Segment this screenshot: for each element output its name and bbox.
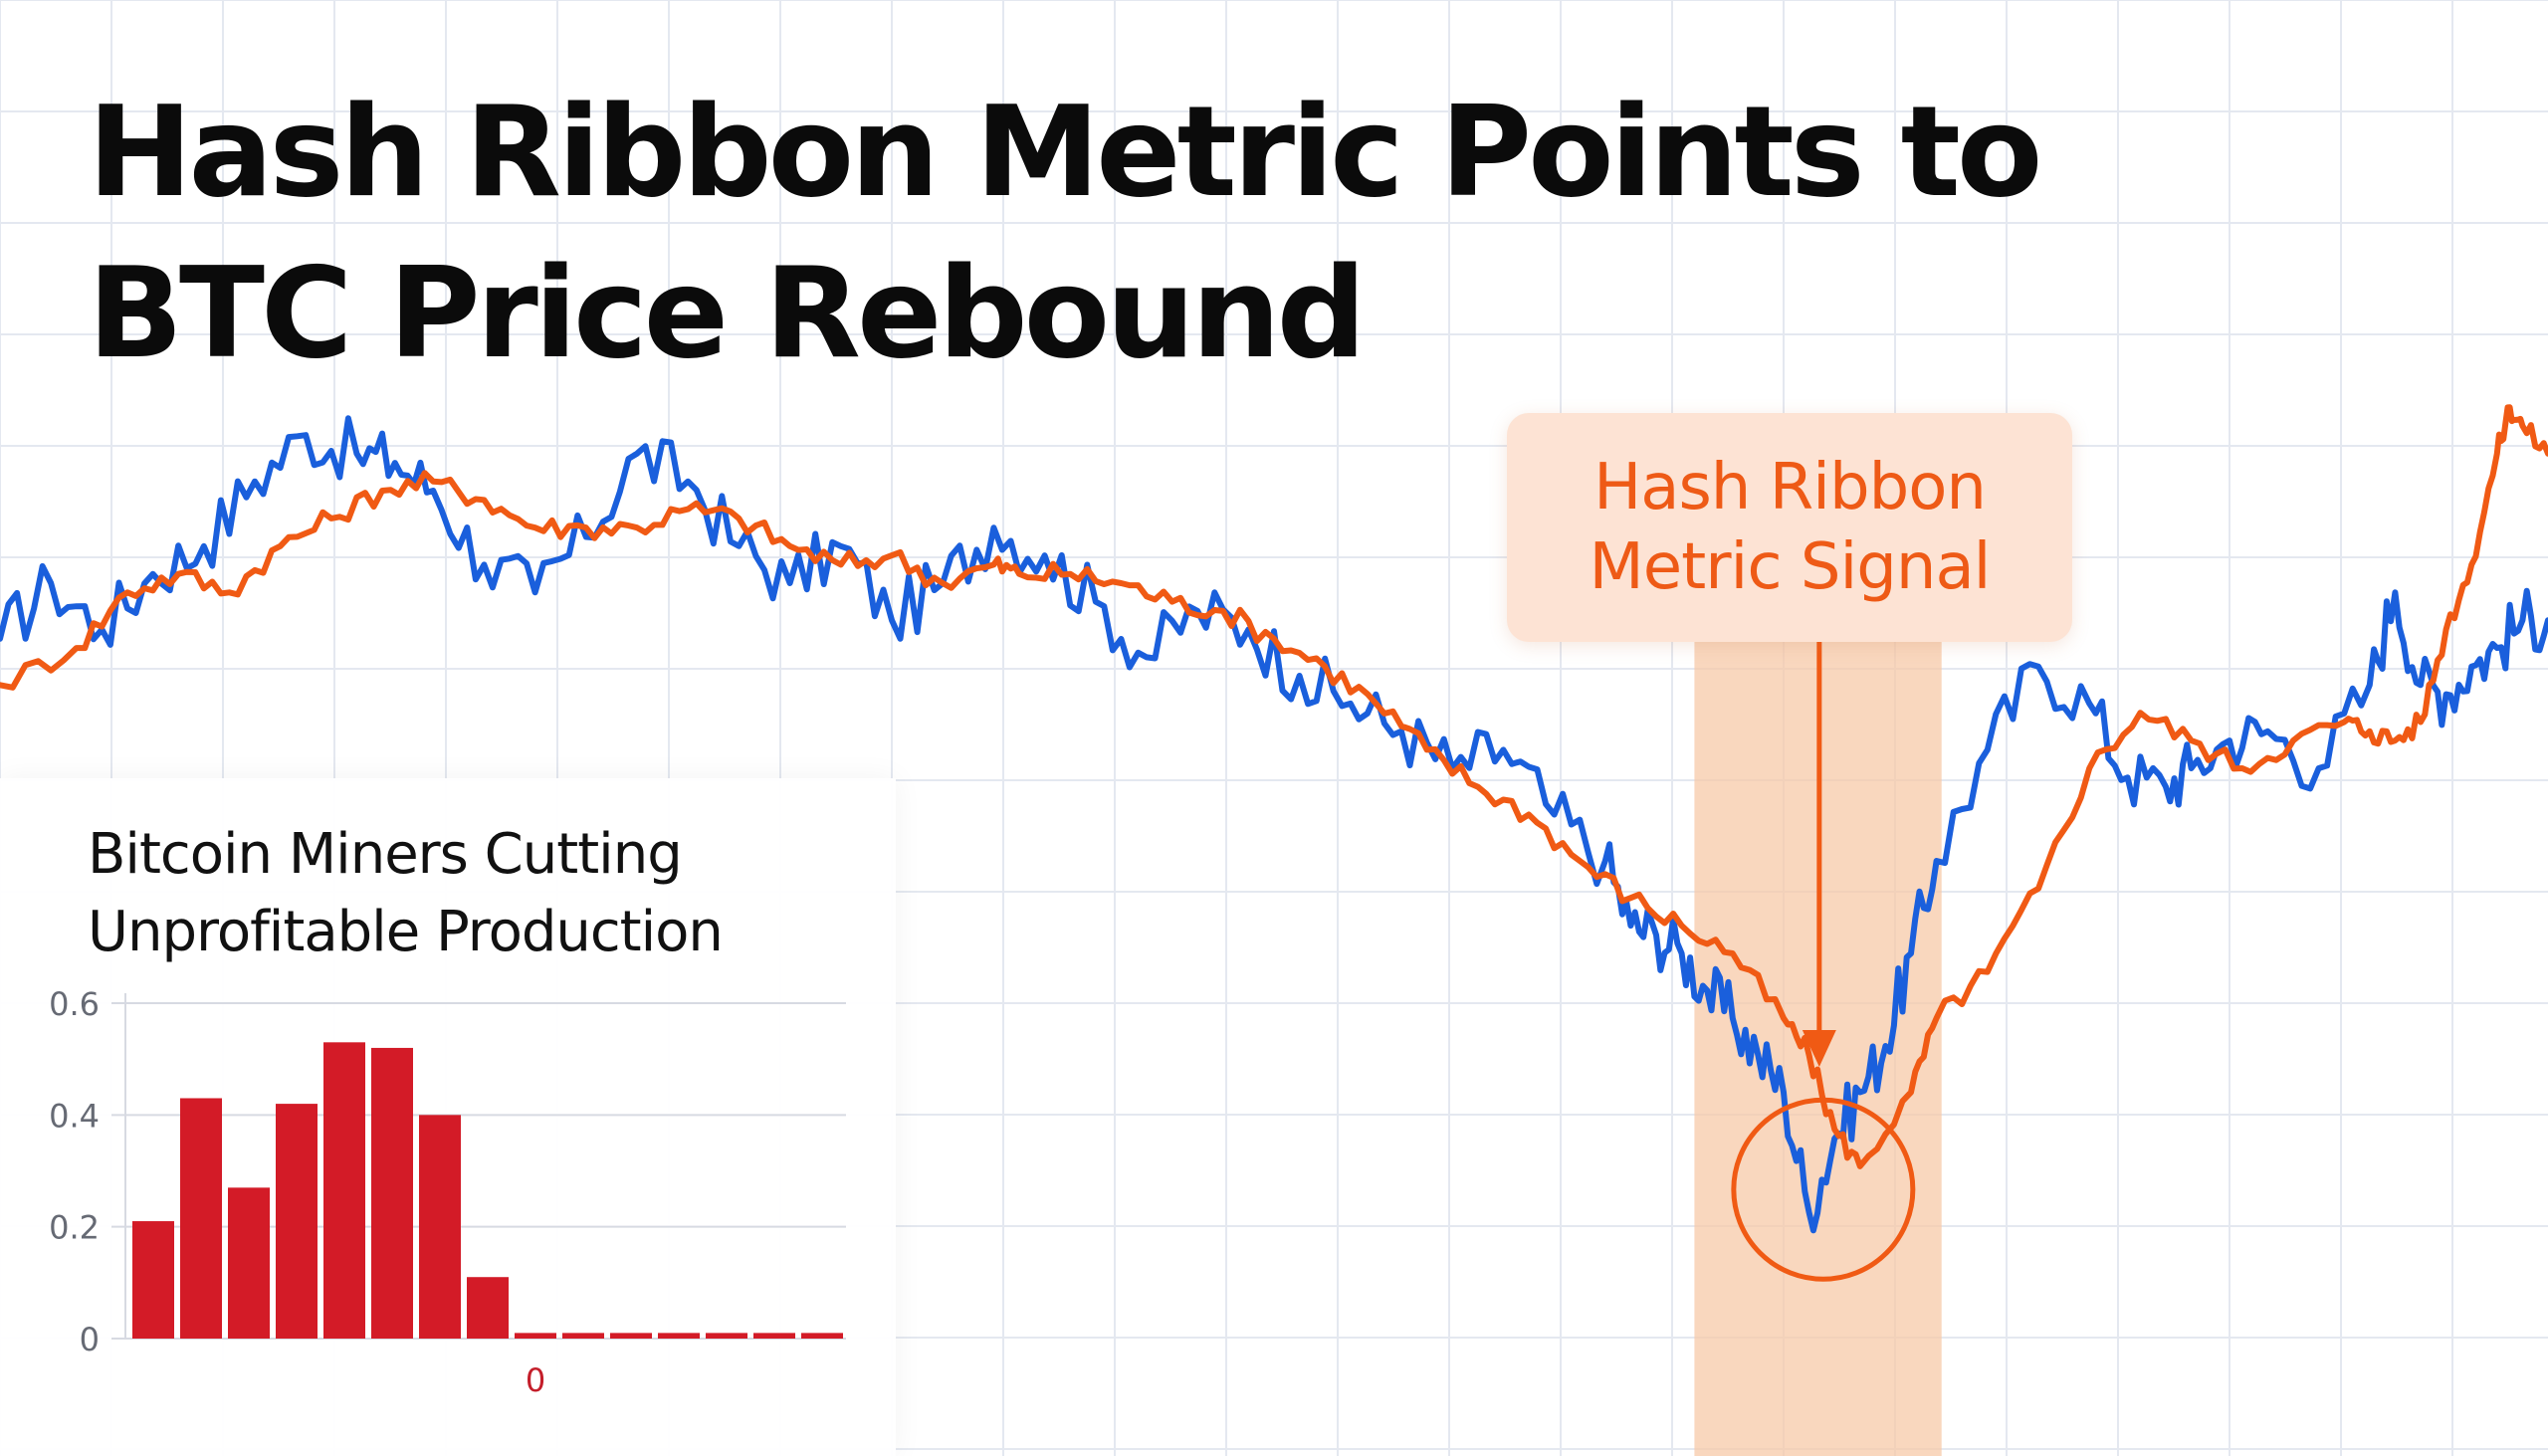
inset-bar (228, 1187, 270, 1339)
page-title: Hash Ribbon Metric Points to BTC Price R… (88, 72, 2277, 394)
inset-bar (610, 1333, 652, 1339)
inset-title-line-1: Bitcoin Miners Cutting (88, 822, 683, 887)
series-line-blue (0, 415, 2548, 1234)
signal-label-line-1: Hash Ribbon (1593, 451, 1987, 524)
inset-title-line-2: Unprofitable Production (88, 900, 724, 964)
inset-bar (658, 1333, 700, 1339)
inset-bar (515, 1333, 556, 1339)
signal-label-line-2: Metric Signal (1589, 530, 1992, 604)
inset-bar (801, 1333, 843, 1339)
inset-bar (706, 1333, 747, 1339)
inset-y-tick-label: 0.4 (49, 1097, 100, 1135)
inset-bar (276, 1104, 318, 1339)
inset-x-tick-label: 0 (526, 1361, 545, 1393)
signal-circle (1731, 1097, 1916, 1282)
inset-bar (371, 1047, 413, 1339)
inset-bar (323, 1042, 365, 1339)
inset-bar (753, 1333, 795, 1339)
inset-bar (419, 1115, 461, 1339)
title-line-1: Hash Ribbon Metric Points to (88, 79, 2042, 225)
title-line-2: BTC Price Rebound (88, 240, 1367, 386)
signal-annotation-text: Hash Ribbon Metric Signal (1589, 448, 1992, 607)
inset-y-tick-label: 0.2 (49, 1209, 100, 1247)
inset-bar (467, 1277, 509, 1339)
inset-bar (132, 1221, 174, 1339)
series-line-orange (0, 404, 2548, 1169)
inset-bar (562, 1333, 604, 1339)
inset-bar-chart: 0.6 0.4 0.2 0 0 (49, 985, 846, 1393)
inset-bar (180, 1098, 222, 1339)
inset-y-tick-label: 0 (80, 1321, 100, 1358)
signal-annotation-box: Hash Ribbon Metric Signal (1507, 413, 2072, 642)
inset-chart-title: Bitcoin Miners Cutting Unprofitable Prod… (88, 816, 724, 971)
signal-arrow-head (1802, 1030, 1836, 1067)
inset-y-tick-label: 0.6 (49, 985, 100, 1023)
